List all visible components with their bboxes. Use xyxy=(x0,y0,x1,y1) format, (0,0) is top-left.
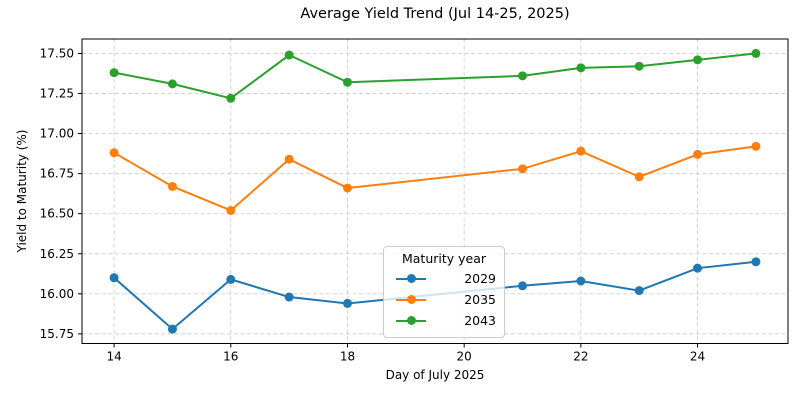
legend-item-2029: 2029 xyxy=(392,268,496,289)
legend-label: 2035 xyxy=(464,292,496,307)
y-tick-label: 17.50 xyxy=(40,46,74,60)
legend-label: 2043 xyxy=(464,313,496,328)
y-tick-label: 16.25 xyxy=(40,247,74,261)
x-tick-label: 14 xyxy=(106,350,121,364)
x-tick-label: 22 xyxy=(573,350,588,364)
x-tick-label: 16 xyxy=(223,350,238,364)
line-marker-icon xyxy=(396,316,426,325)
legend-title: Maturity year xyxy=(401,251,487,266)
line-marker-icon xyxy=(396,295,426,304)
x-axis-label: Day of July 2025 xyxy=(385,368,485,382)
legend-label: 2029 xyxy=(464,271,496,286)
x-tick-label: 20 xyxy=(457,350,472,364)
y-tick-label: 16.00 xyxy=(40,287,74,301)
chart-title: Average Yield Trend (Jul 14-25, 2025) xyxy=(300,6,570,22)
legend-item-2035: 2035 xyxy=(392,289,496,310)
legend-item-2043: 2043 xyxy=(392,310,496,331)
y-tick-label: 17.00 xyxy=(40,127,74,141)
y-tick-label: 16.75 xyxy=(40,167,74,181)
line-marker-icon xyxy=(396,274,426,283)
y-tick-label: 16.50 xyxy=(40,207,74,221)
x-tick-label: 24 xyxy=(690,350,705,364)
y-tick-label: 15.75 xyxy=(40,327,74,341)
x-tick-label: 18 xyxy=(340,350,355,364)
legend: Maturity year 2029 2035 2043 xyxy=(383,246,505,338)
y-tick-label: 17.25 xyxy=(40,86,74,100)
